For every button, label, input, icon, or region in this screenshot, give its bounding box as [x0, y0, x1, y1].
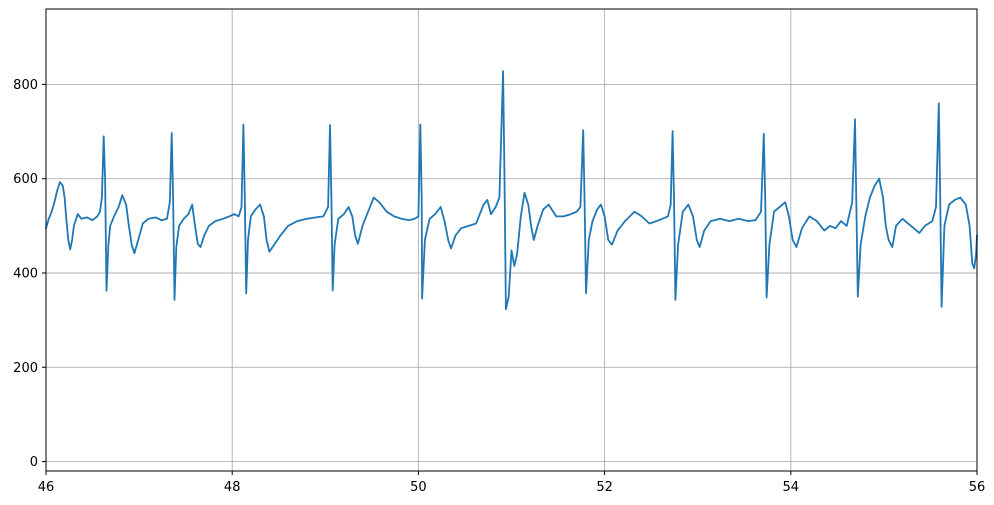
x-tick-label: 54 — [783, 480, 800, 495]
x-tick-label: 48 — [224, 480, 241, 495]
y-tick-label: 200 — [13, 361, 38, 376]
x-tick-label: 56 — [969, 480, 986, 495]
y-grid-lines — [46, 83, 977, 463]
y-axis-ticks: 0 200 400 600 800 — [13, 78, 46, 470]
x-grid-lines — [45, 9, 978, 471]
series-layer — [45, 70, 978, 311]
y-tick-label: 600 — [13, 172, 38, 187]
x-tick-label: 50 — [410, 480, 427, 495]
x-tick-label: 46 — [38, 480, 55, 495]
y-tick-label: 800 — [13, 78, 38, 93]
y-tick-label: 0 — [30, 455, 38, 470]
series-line — [45, 70, 978, 311]
x-axis-ticks: 46 48 50 52 54 56 — [38, 471, 986, 495]
plot-area-frame — [45, 8, 978, 472]
y-tick-label: 400 — [13, 267, 38, 282]
x-tick-label: 52 — [596, 480, 613, 495]
